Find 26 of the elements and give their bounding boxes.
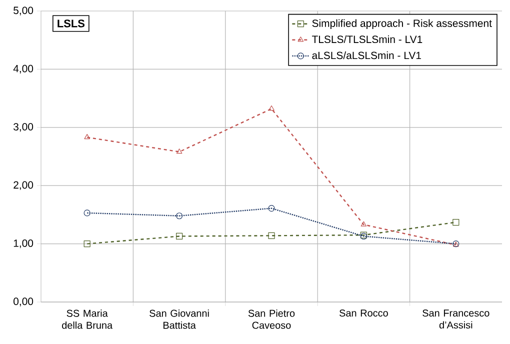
- y-tick-label: 0,00: [14, 298, 34, 306]
- x-tick-label: San Pietro Caveoso: [248, 310, 295, 329]
- y-tick-label: 2,00: [14, 181, 34, 190]
- point: [176, 232, 183, 240]
- x-tick-label: San Giovanni Battista: [150, 310, 209, 329]
- point: [84, 240, 90, 248]
- point: [176, 148, 182, 154]
- legend-label: Simplified approach - Risk assessment: [312, 19, 492, 30]
- point: [84, 210, 90, 216]
- x-tick-label: San Francesco d’Assisi: [422, 310, 490, 329]
- point: [268, 105, 274, 111]
- text: LSLS: [58, 20, 84, 28]
- y-tick-label: 4,00: [13, 64, 34, 74]
- point: [84, 134, 90, 140]
- point: [268, 232, 275, 239]
- legend-label: TLSLS/TLSLSmin - LV1: [312, 35, 422, 44]
- y-tick-label: 1,00: [14, 239, 34, 248]
- point: [176, 212, 183, 220]
- x-tick-label: SS Maria della Bruna: [62, 310, 113, 329]
- point: [452, 218, 460, 226]
- y-tick-label: 3,00: [14, 123, 34, 132]
- point: [268, 205, 275, 212]
- point: [360, 221, 367, 226]
- y-tick-label: 5,00: [14, 6, 34, 16]
- x-tick-label: San Rocco: [340, 310, 388, 317]
- legend-label: aLSLS/aLSLSmin - LV1: [312, 51, 421, 60]
